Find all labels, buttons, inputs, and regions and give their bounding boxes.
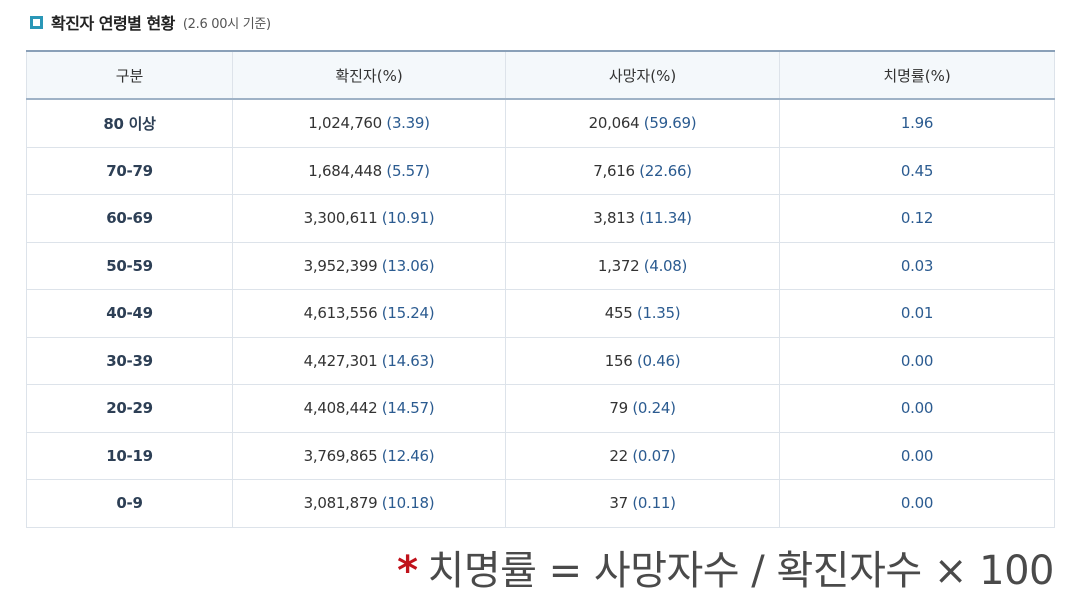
cell-confirmed: 3,081,879 (10.18)	[232, 479, 506, 528]
confirmed-percent: (10.91)	[381, 209, 435, 228]
cell-deaths: 7,616 (22.66)	[505, 146, 780, 195]
cell-deaths: 79 (0.24)	[505, 384, 780, 433]
cell-age-group: 20-29	[26, 384, 233, 433]
deaths-percent: (0.07)	[632, 446, 676, 465]
header-row: 구분 확진자(%) 사망자(%) 치명률(%)	[26, 50, 1055, 100]
deaths-count: 3,813	[593, 209, 635, 228]
cell-deaths: 1,372 (4.08)	[505, 241, 780, 290]
table-row: 30-39 4,427,301 (14.63) 156 (0.46) 0.00	[26, 336, 1055, 385]
cell-deaths: 455 (1.35)	[505, 289, 780, 338]
deaths-count: 156	[604, 351, 633, 370]
confirmed-percent: (5.57)	[386, 161, 430, 180]
cell-fatality-rate: 0.00	[779, 384, 1055, 433]
deaths-percent: (22.66)	[639, 161, 692, 180]
deaths-count: 1,372	[597, 256, 640, 275]
cell-age-group: 0-9	[26, 479, 233, 528]
cell-fatality-rate: 0.00	[779, 336, 1055, 385]
deaths-count: 455	[604, 304, 633, 323]
deaths-percent: (59.69)	[643, 114, 697, 133]
table-row: 10-19 3,769,865 (12.46) 22 (0.07) 0.00	[26, 431, 1055, 480]
table-row: 70-79 1,684,448 (5.57) 7,616 (22.66) 0.45	[26, 146, 1055, 195]
deaths-count: 20,064	[588, 114, 640, 133]
cell-fatality-rate: 0.03	[779, 241, 1055, 290]
confirmed-count: 1,684,448	[308, 161, 382, 180]
table-row: 0-9 3,081,879 (10.18) 37 (0.11) 0.00	[26, 479, 1055, 528]
cell-age-group: 30-39	[26, 336, 233, 385]
cell-fatality-rate: 1.96	[779, 98, 1055, 148]
formula-text: 치명률 = 사망자수 / 확진자수 × 100	[427, 548, 1055, 594]
confirmed-count: 1,024,760	[308, 114, 382, 133]
deaths-percent: (0.11)	[632, 494, 676, 513]
deaths-percent: (4.08)	[643, 256, 688, 275]
deaths-count: 37	[609, 494, 628, 513]
deaths-count: 7,616	[593, 161, 635, 180]
cell-fatality-rate: 0.00	[779, 431, 1055, 480]
cell-deaths: 22 (0.07)	[505, 431, 780, 480]
cell-confirmed: 4,408,442 (14.57)	[232, 384, 506, 433]
table-row: 80 이상 1,024,760 (3.39) 20,064 (59.69) 1.96	[26, 98, 1055, 148]
cell-age-group: 10-19	[26, 431, 233, 480]
confirmed-count: 4,613,556	[303, 304, 378, 323]
table-row: 60-69 3,300,611 (10.91) 3,813 (11.34) 0.12	[26, 194, 1055, 243]
cell-deaths: 156 (0.46)	[505, 336, 780, 385]
age-stats-table: 구분 확진자(%) 사망자(%) 치명률(%) 80 이상 1,024,760 (…	[26, 50, 1055, 528]
confirmed-percent: (14.63)	[381, 351, 435, 370]
column-header-category: 구분	[26, 50, 233, 100]
table-header: 구분 확진자(%) 사망자(%) 치명률(%)	[26, 50, 1055, 100]
cell-fatality-rate: 0.00	[779, 479, 1055, 528]
confirmed-count: 3,952,399	[303, 256, 378, 275]
fatality-formula-note: * 치명률 = 사망자수 / 확진자수 × 100	[397, 538, 1054, 596]
cell-deaths: 37 (0.11)	[505, 479, 780, 528]
cell-age-group: 60-69	[26, 194, 233, 243]
column-header-confirmed: 확진자(%)	[232, 50, 506, 100]
cell-deaths: 3,813 (11.34)	[505, 194, 780, 243]
confirmed-percent: (14.57)	[381, 399, 435, 418]
table-row: 50-59 3,952,399 (13.06) 1,372 (4.08) 0.03	[26, 241, 1055, 290]
confirmed-percent: (13.06)	[381, 256, 435, 275]
cell-fatality-rate: 0.45	[779, 146, 1055, 195]
cell-fatality-rate: 0.01	[779, 289, 1055, 338]
asterisk-mark: *	[397, 548, 418, 594]
confirmed-count: 3,300,611	[303, 209, 378, 228]
cell-age-group: 40-49	[26, 289, 233, 338]
confirmed-count: 3,081,879	[303, 494, 378, 513]
cell-confirmed: 3,952,399 (13.06)	[232, 241, 506, 290]
confirmed-count: 3,769,865	[303, 446, 378, 465]
section-note: (2.6 00시 기준)	[182, 16, 271, 32]
cell-confirmed: 1,024,760 (3.39)	[232, 98, 506, 148]
section-title: 확진자 연령별 현황	[51, 14, 175, 33]
section-header: 확진자 연령별 현황 (2.6 00시 기준)	[30, 8, 271, 36]
cell-age-group: 80 이상	[26, 98, 233, 148]
deaths-count: 79	[609, 399, 628, 418]
square-bullet-icon	[30, 15, 43, 29]
cell-confirmed: 4,613,556 (15.24)	[232, 289, 506, 338]
confirmed-percent: (15.24)	[381, 304, 435, 323]
table-row: 20-29 4,408,442 (14.57) 79 (0.24) 0.00	[26, 384, 1055, 433]
deaths-percent: (0.46)	[636, 351, 681, 370]
deaths-percent: (11.34)	[639, 209, 692, 228]
deaths-count: 22	[609, 446, 628, 465]
cell-confirmed: 1,684,448 (5.57)	[232, 146, 506, 195]
cell-confirmed: 4,427,301 (14.63)	[232, 336, 506, 385]
confirmed-count: 4,427,301	[303, 351, 378, 370]
cell-fatality-rate: 0.12	[779, 194, 1055, 243]
confirmed-percent: (10.18)	[381, 494, 435, 513]
column-header-deaths: 사망자(%)	[505, 50, 780, 100]
table-row: 40-49 4,613,556 (15.24) 455 (1.35) 0.01	[26, 289, 1055, 338]
cell-confirmed: 3,769,865 (12.46)	[232, 431, 506, 480]
cell-age-group: 70-79	[26, 146, 233, 195]
confirmed-count: 4,408,442	[303, 399, 378, 418]
table-body: 80 이상 1,024,760 (3.39) 20,064 (59.69) 1.96 7…	[26, 98, 1055, 528]
deaths-percent: (0.24)	[632, 399, 676, 418]
deaths-percent: (1.35)	[636, 304, 681, 323]
cell-age-group: 50-59	[26, 241, 233, 290]
column-header-fatality: 치명률(%)	[779, 50, 1055, 100]
confirmed-percent: (3.39)	[386, 114, 430, 133]
confirmed-percent: (12.46)	[381, 446, 435, 465]
cell-deaths: 20,064 (59.69)	[505, 98, 780, 148]
cell-confirmed: 3,300,611 (10.91)	[232, 194, 506, 243]
